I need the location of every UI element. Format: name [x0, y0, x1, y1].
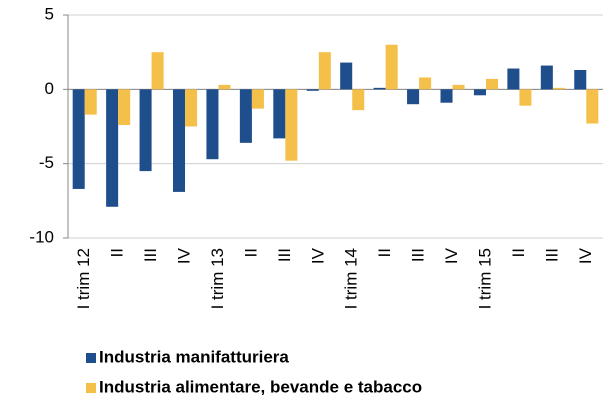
bar — [419, 77, 432, 90]
bar — [507, 68, 520, 90]
x-tick-label: I trim 13 — [208, 248, 227, 309]
x-tick-label: II — [241, 248, 260, 257]
x-tick-label: III — [542, 248, 561, 262]
x-tick-label: III — [141, 248, 160, 262]
bar — [485, 78, 499, 90]
bar — [552, 87, 565, 90]
bar — [306, 89, 319, 91]
legend-label: Industria manifatturiera — [99, 347, 289, 366]
bar — [106, 89, 119, 207]
legend-swatch — [86, 383, 96, 393]
x-tick-label: I trim 14 — [342, 248, 361, 309]
x-tick-label: IV — [442, 247, 461, 264]
legend-label: Industria alimentare, bevande e tabacco — [99, 377, 422, 396]
x-tick-label: II — [108, 248, 127, 257]
bar — [540, 65, 553, 90]
bar — [340, 62, 353, 90]
bar — [84, 89, 97, 115]
bar — [218, 84, 231, 90]
x-tick-label: IV — [308, 247, 327, 264]
bar — [407, 89, 420, 105]
bar — [574, 70, 587, 90]
bar — [452, 84, 465, 90]
bar — [318, 52, 331, 90]
bar — [172, 89, 186, 192]
bar — [118, 89, 131, 126]
bar — [273, 89, 286, 139]
x-tick-label: IV — [576, 247, 595, 264]
bar — [519, 89, 532, 106]
bar — [586, 89, 599, 124]
bar — [285, 89, 298, 161]
bar — [373, 87, 386, 90]
x-tick-label: II — [509, 248, 528, 257]
legend-swatch — [86, 353, 96, 363]
x-tick-label: III — [409, 248, 428, 262]
bar — [139, 89, 152, 172]
y-tick-label: -5 — [39, 153, 54, 172]
bar — [385, 44, 398, 90]
y-tick-label: 0 — [45, 79, 54, 98]
x-tick-label: IV — [175, 247, 194, 264]
y-tick-label: -10 — [29, 227, 54, 246]
x-tick-label: I trim 12 — [74, 248, 93, 309]
y-tick-label: 5 — [45, 4, 54, 23]
x-tick-label: II — [375, 248, 394, 257]
bar — [440, 89, 453, 103]
bar — [473, 89, 486, 96]
bar — [185, 89, 198, 127]
bar — [151, 52, 164, 90]
x-tick-label: III — [275, 248, 294, 262]
bar — [352, 89, 365, 111]
bar — [239, 89, 252, 143]
bar — [251, 89, 264, 109]
bar — [72, 89, 85, 189]
x-tick-label: I trim 15 — [475, 248, 494, 309]
bar — [206, 89, 219, 160]
